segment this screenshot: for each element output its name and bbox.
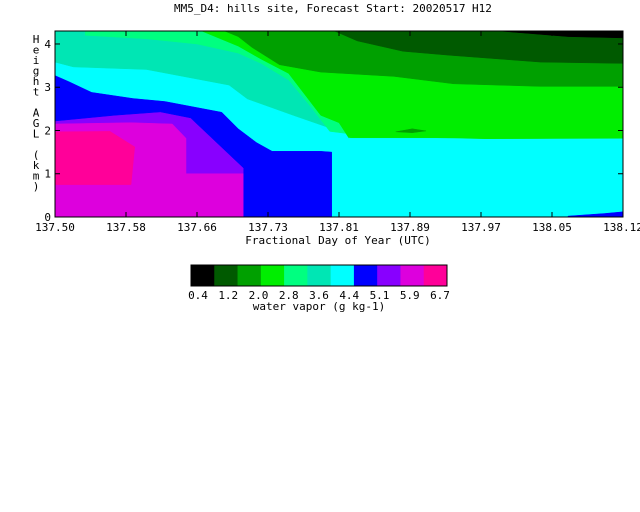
y-axis-label-char: i [33,54,40,67]
contour-region [348,128,477,139]
y-axis-label-char: L [33,128,40,141]
y-axis-ticks: 0 1 2 3 4 [44,38,623,224]
y-axis-label-char: h [33,75,40,88]
y-axis-label-char: m [33,170,40,183]
colorbar: 0.4 1.2 2.0 2.8 3.6 4.4 5.1 5.9 6.7 [188,264,450,302]
y-axis-label-char: e [33,44,40,57]
x-tick-label: 137.66 [177,221,217,234]
colorbar-swatch [353,265,378,286]
colorbar-label: water vapor (g kg-1) [253,300,385,313]
colorbar-swatch [307,265,332,286]
x-tick-label: 137.81 [319,221,359,234]
colorbar-swatch [377,265,401,286]
colorbar-tick-label: 1.2 [218,289,238,302]
colorbar-tick-label: 5.9 [400,289,420,302]
y-tick-label: 3 [44,81,51,94]
colorbar-swatch [214,265,239,286]
chart-title: MM5_D4: hills site, Forecast Start: 2002… [174,2,492,15]
contour-region [567,211,623,217]
x-tick-label: 138.12 [603,221,640,234]
contour-region [334,31,623,64]
y-axis-label-char: k [33,159,40,172]
colorbar-tick-label: 0.4 [188,289,208,302]
x-tick-label: 138.05 [532,221,572,234]
colorbar-swatch [284,265,308,286]
y-axis-label-char: g [33,65,40,78]
colorbar-swatch [330,265,355,286]
contour-region [55,75,332,217]
x-tick-label: 137.50 [35,221,75,234]
colorbar-tick-label: 4.4 [339,289,359,302]
y-axis-label-char: H [33,33,40,46]
y-axis-label-char: G [33,117,40,130]
colorbar-tick-label: 2.8 [279,289,299,302]
contour-region [55,131,135,185]
colorbar-frame [190,264,448,287]
y-axis-label-char: A [33,107,40,120]
contour-region [395,128,427,133]
colorbar-swatch [260,265,285,286]
colorbar-swatch [423,265,448,286]
y-tick-label: 1 [44,168,51,181]
y-tick-label: 2 [44,124,51,137]
x-axis-ticks: 137.50 137.58 137.66 137.73 137.81 137.89 137.… [35,31,640,234]
colorbar-tick-label: 5.1 [370,289,390,302]
colorbar-tick-label: 3.6 [309,289,329,302]
y-axis-label-char: t [33,86,40,99]
y-tick-label: 0 [44,211,51,224]
colorbar-tick-label: 2.0 [249,289,269,302]
x-tick-label: 137.73 [248,221,288,234]
colorbar-swatch [191,265,215,286]
plot-area: 137.50 137.58 137.66 137.73 137.81 137.89 137.… [35,30,640,234]
colorbar-tick-label: 6.7 [430,289,450,302]
y-axis-label-char: ( [33,149,40,162]
colorbar-swatch [400,265,425,286]
x-tick-label: 137.58 [106,221,146,234]
x-tick-label: 137.97 [461,221,501,234]
x-axis-label: Fractional Day of Year (UTC) [245,234,430,247]
contour-regions [55,31,623,217]
x-tick-label: 137.89 [390,221,430,234]
y-tick-label: 4 [44,38,51,51]
y-axis-label-char: ) [33,180,40,193]
contour-region [499,31,623,39]
colorbar-swatch [237,265,262,286]
